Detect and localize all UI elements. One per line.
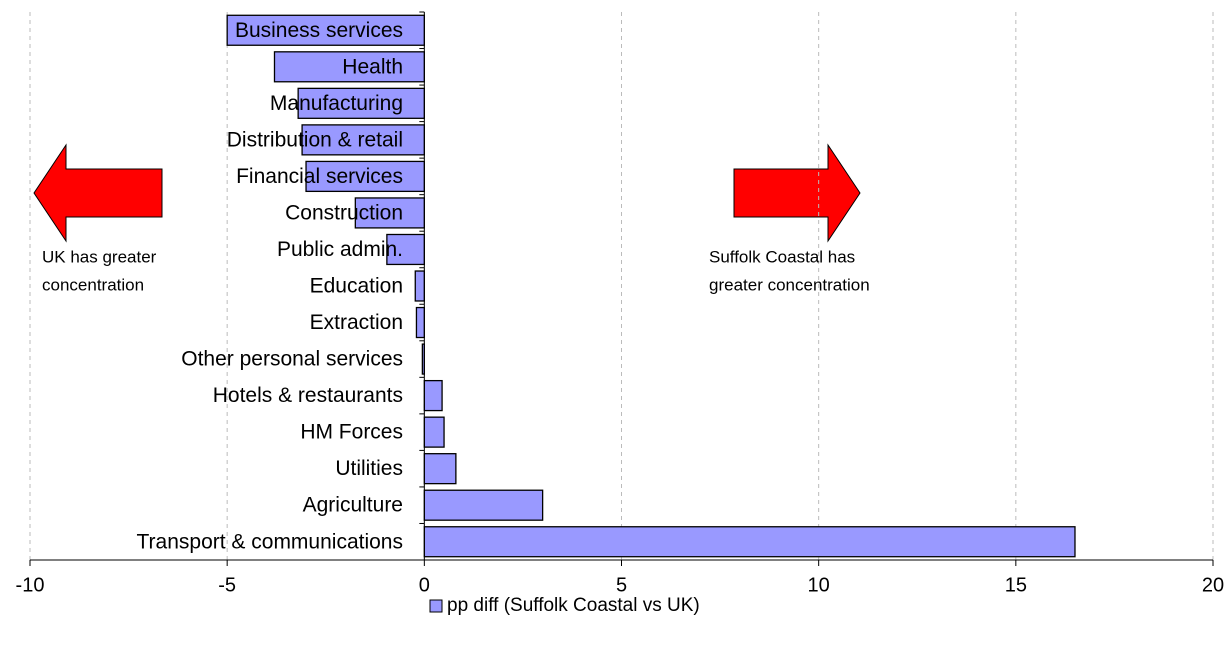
x-tick-label: -10 (16, 574, 45, 596)
y-tick-label: Financial services (236, 165, 403, 188)
bar (386, 233, 425, 266)
legend-swatch (429, 599, 443, 613)
x-tick-label: 5 (616, 574, 627, 596)
y-tick-label: Hotels & restaurants (213, 384, 403, 407)
bar (354, 197, 425, 229)
left-arrow (33, 143, 163, 243)
bar (415, 306, 425, 339)
annotation: UK has greater (42, 247, 157, 266)
bar (414, 270, 425, 302)
x-tick-label: 0 (419, 574, 430, 596)
y-tick-label: Transport & communications (137, 530, 404, 553)
bar (301, 124, 425, 156)
bar (305, 160, 425, 193)
bar (423, 453, 457, 485)
annotation: concentration (42, 275, 144, 294)
bar (423, 526, 1076, 558)
y-tick-label: Construction (285, 201, 403, 224)
y-tick-label: Distribution & retail (227, 128, 403, 151)
y-tick-label: Other personal services (181, 348, 403, 371)
y-tick-label: HM Forces (300, 421, 403, 444)
x-tick-label: -5 (218, 574, 236, 596)
bar (423, 379, 443, 412)
bar (423, 489, 544, 521)
y-tick-label: Agriculture (303, 494, 403, 517)
bar (423, 416, 445, 448)
x-tick-label: 15 (1005, 574, 1027, 596)
y-tick-label: Business services (235, 19, 403, 42)
right-arrow (733, 143, 861, 243)
legend-label: pp diff (Suffolk Coastal vs UK) (447, 595, 700, 616)
y-tick-label: Utilities (335, 457, 403, 480)
x-tick-label: 10 (808, 574, 830, 596)
x-tick-label: 20 (1202, 574, 1224, 596)
y-tick-label: Public admin. (277, 238, 403, 261)
y-tick-label: Manufacturing (270, 92, 403, 115)
y-tick-label: Extraction (310, 311, 403, 334)
bar (226, 14, 425, 46)
annotation: greater concentration (709, 275, 870, 294)
y-tick-label: Education (310, 275, 403, 298)
y-tick-label: Health (342, 55, 403, 78)
annotation: Suffolk Coastal has (709, 247, 855, 266)
bar (297, 87, 425, 119)
